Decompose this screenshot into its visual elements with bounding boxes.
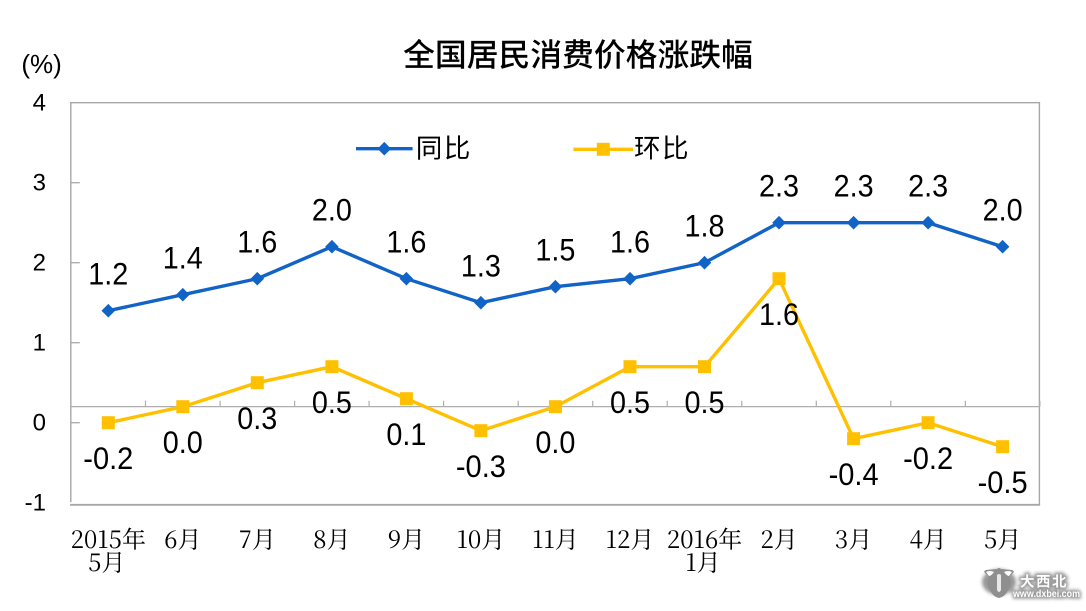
svg-text:-0.2: -0.2 [903,440,953,476]
svg-text:1.8: 1.8 [685,208,725,244]
svg-text:www.dxbei.com: www.dxbei.com [1012,588,1080,600]
svg-text:1.3: 1.3 [461,248,501,284]
svg-text:www.dxbei.com: www.dxbei.com [1012,588,1080,600]
svg-text:0.3: 0.3 [237,400,277,436]
svg-text:0.0: 0.0 [535,424,575,460]
svg-text:0.1: 0.1 [386,416,426,452]
svg-text:-1: -1 [25,490,46,517]
svg-text:1.6: 1.6 [610,224,650,260]
svg-text:2.0: 2.0 [983,192,1023,228]
svg-text:2.3: 2.3 [908,168,948,204]
svg-text:3: 3 [33,170,46,197]
svg-text:2.3: 2.3 [759,168,799,204]
svg-text:1: 1 [33,330,46,357]
svg-text:1.5: 1.5 [535,232,575,268]
svg-text:1.6: 1.6 [237,224,277,260]
svg-text:1.2: 1.2 [88,256,128,292]
svg-text:2.0: 2.0 [312,192,352,228]
svg-text:(%): (%) [21,49,61,79]
svg-text:0: 0 [33,410,46,437]
svg-text:2: 2 [33,250,46,277]
svg-text:0.5: 0.5 [312,384,352,420]
svg-text:4: 4 [33,90,46,117]
svg-text:2.3: 2.3 [834,168,874,204]
svg-text:1.4: 1.4 [163,240,203,276]
svg-text:0.5: 0.5 [685,384,725,420]
svg-text:-0.2: -0.2 [83,440,133,476]
svg-text:-0.4: -0.4 [829,456,879,492]
svg-text:1.6: 1.6 [386,224,426,260]
svg-text:-0.5: -0.5 [978,464,1028,500]
svg-text:0.5: 0.5 [610,384,650,420]
svg-text:0.0: 0.0 [163,424,203,460]
svg-text:1.6: 1.6 [759,296,799,332]
svg-text:-0.3: -0.3 [456,448,506,484]
